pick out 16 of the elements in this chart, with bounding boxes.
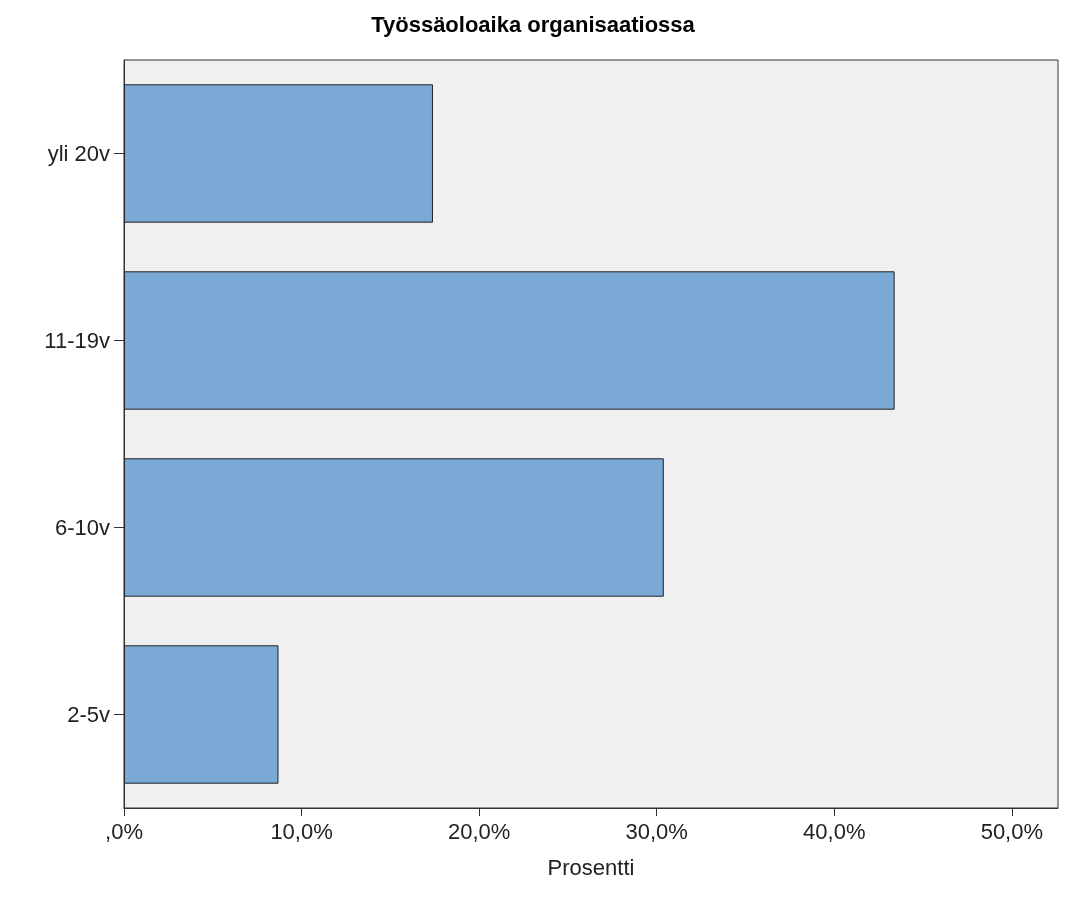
bar bbox=[124, 84, 433, 223]
y-tick-label: 6-10v bbox=[54, 515, 110, 540]
chart-title: Työssäoloaika organisaatiossa bbox=[371, 11, 696, 37]
x-tick-label: 30,0% bbox=[625, 818, 688, 844]
x-axis-title: Prosentti bbox=[547, 854, 635, 880]
x-tick-label: 20,0% bbox=[447, 818, 511, 844]
y-tick-label: 11-19v bbox=[44, 328, 110, 353]
x-tick-label: 40,0% bbox=[803, 818, 866, 844]
x-tick-label: 10,0% bbox=[270, 818, 333, 844]
x-tick-label: 50,0% bbox=[980, 818, 1044, 844]
bar bbox=[124, 458, 664, 597]
x-tick-label: ,0% bbox=[105, 818, 143, 844]
y-tick-label: yli 20v bbox=[47, 141, 110, 166]
bar bbox=[124, 645, 279, 784]
bar bbox=[124, 271, 895, 410]
y-tick-label: 2-5v bbox=[67, 702, 110, 727]
